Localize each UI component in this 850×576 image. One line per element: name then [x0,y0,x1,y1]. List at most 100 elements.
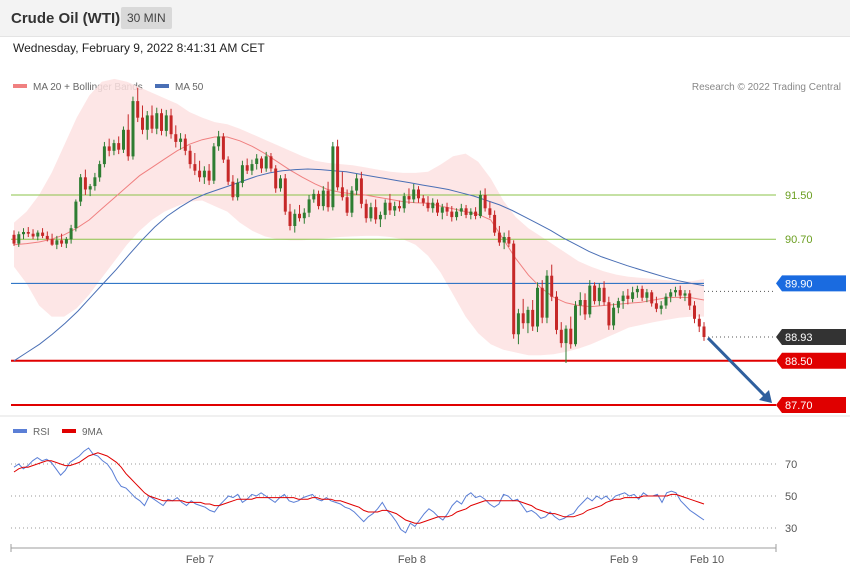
candle-body [374,207,378,220]
candle-body [126,129,130,157]
candle-body [264,156,268,169]
support-level-tag [776,352,846,369]
candle-body [407,196,411,200]
candle-body [240,165,244,183]
support-level-label: 88.50 [785,356,813,368]
rsi-ma-legend-label: 9MA [82,427,103,438]
ma20-legend-swatch [13,84,27,88]
candle-body [626,295,630,299]
candle-body [502,237,506,243]
candle-body [160,113,163,131]
candle-body [436,202,439,213]
candle-body [426,202,430,209]
candle-body [279,178,282,189]
candle-body [540,287,544,318]
candle-body [531,309,535,327]
candle-body [102,146,106,165]
candle-body [526,309,530,324]
candle-body [22,232,25,235]
candle-body [245,165,249,171]
current-level-label: 88.93 [785,332,813,344]
candle-body [702,326,706,337]
candle-body [616,301,620,308]
support-level-tag [776,397,846,413]
candle-body [555,296,558,330]
candle-body [12,234,16,244]
candle-body [298,213,301,219]
resistance-level-label: 91.50 [785,190,813,202]
candle-body [550,275,554,297]
candle-body [593,285,597,302]
candle-body [136,101,140,118]
candle-body [664,296,668,306]
candle-body [221,136,225,160]
candle-body [445,207,449,212]
ma20-legend-label: MA 20 + Bollinger Bands [33,82,143,93]
candle-body [50,239,54,245]
candle-body [450,211,454,218]
candle-body [331,146,335,208]
candle-body [226,159,230,182]
candle-body [236,182,240,198]
candle-body [574,305,577,345]
chart-datetime: Wednesday, February 9, 2022 8:41:31 AM C… [13,41,265,55]
candle-body [597,287,601,302]
rsi-level-label: 50 [785,491,797,503]
candle-body [88,186,92,190]
candle-body [122,129,125,150]
candle-body [131,101,135,157]
instrument-title: Crude Oil (WTI) [11,10,121,27]
candle-body [388,202,392,211]
candle-body [79,177,83,202]
candle-body [198,170,202,178]
resistance-level-label: 90.70 [785,234,813,246]
candle-body [36,232,40,237]
candle-body [659,305,663,309]
candle-body [635,288,639,293]
candle-body [459,208,463,212]
candle-body [231,181,235,198]
candle-body [583,300,587,315]
candle-body [117,143,121,150]
candle-body [179,138,183,142]
rsi-ma-line [13,452,705,524]
ma50-legend-label: MA 50 [175,82,204,93]
candle-body [588,285,592,315]
candle-body [393,206,397,211]
candle-body [321,190,325,207]
candle-body [69,228,73,240]
candle-body [269,156,273,169]
pivot-level-tag [776,275,846,292]
candle-body [488,208,492,215]
candle-body [693,305,696,319]
support-level-label: 87.70 [785,400,813,412]
candle-body [455,211,459,218]
x-axis-tick-label: Feb 10 [690,554,724,566]
candle-body [345,197,349,213]
candle-body [164,115,168,131]
candle-body [607,302,611,326]
candle-body [155,113,159,129]
candle-body [474,211,478,216]
rsi-legend-label: RSI [33,427,50,438]
current-level-tag [776,329,846,346]
candle-body [193,164,197,171]
candle-body [17,234,21,244]
timeframe-badge[interactable]: 30 MIN [121,7,172,29]
candle-body [364,203,368,219]
candle-body [174,134,178,142]
x-axis-tick-label: Feb 7 [186,554,214,566]
candle-body [283,178,287,212]
candle-body [369,207,373,219]
candle-body [288,211,292,226]
candle-body [645,292,649,298]
candle-body [336,146,340,188]
candle-body [188,150,192,165]
candle-body [202,170,206,178]
candle-body [478,195,482,216]
candle-body [255,158,259,164]
candle-body [602,287,606,303]
ma50-line [13,168,705,362]
candle-body [302,212,306,219]
